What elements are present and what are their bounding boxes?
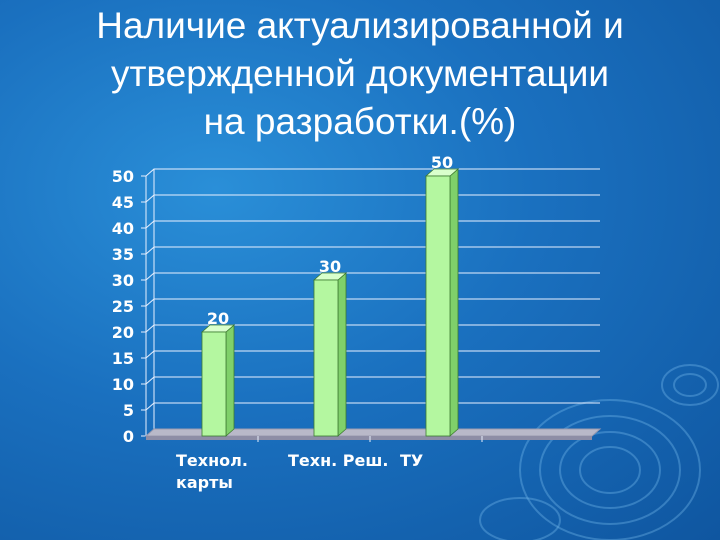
x-category-label: ТУ — [400, 451, 423, 470]
x-axis-labels: Технол. карты Техн. Реш. ТУ — [176, 436, 483, 492]
data-label: 30 — [319, 257, 341, 276]
y-tick-label: 40 — [112, 219, 134, 238]
y-tick-label: 5 — [123, 401, 134, 420]
bar-side — [337, 272, 347, 437]
bar — [425, 175, 451, 437]
bars — [200, 168, 460, 437]
slide-title: Наличие актуализированной и утвержденной… — [40, 2, 680, 146]
gridline — [145, 194, 600, 203]
bar-side — [449, 168, 459, 437]
gridline — [145, 246, 600, 255]
gridline — [145, 168, 600, 177]
slide-title-line-2: утвержденной документации — [110, 53, 610, 94]
y-tick-label: 25 — [112, 297, 134, 316]
gridline — [145, 298, 600, 307]
data-labels: 20 30 50 — [207, 153, 453, 328]
y-tick-label: 30 — [112, 271, 134, 290]
data-label: 20 — [207, 309, 229, 328]
bar — [201, 331, 227, 437]
x-category-label: Технол. карты — [176, 451, 248, 492]
y-tick-label: 0 — [123, 427, 134, 446]
y-tick-label: 20 — [112, 323, 134, 342]
x-category-label: Техн. Реш. — [288, 451, 388, 470]
bar-side — [225, 324, 235, 437]
data-label: 50 — [431, 153, 453, 172]
y-tick-label: 15 — [112, 349, 134, 368]
floor-front — [146, 436, 592, 440]
slide-title-line-1: Наличие актуализированной и — [96, 5, 624, 46]
bar — [313, 279, 339, 437]
y-tick-label: 35 — [112, 245, 134, 264]
y-tick-label: 10 — [112, 375, 134, 394]
slide-title-line-3: на разработки.(%) — [203, 101, 517, 142]
y-tick-label: 50 — [112, 167, 134, 186]
y-axis: 0 5 10 15 20 25 30 35 40 45 50 — [112, 167, 155, 446]
gridline — [145, 272, 600, 281]
gridline — [145, 220, 600, 229]
y-tick-label: 45 — [112, 193, 134, 212]
